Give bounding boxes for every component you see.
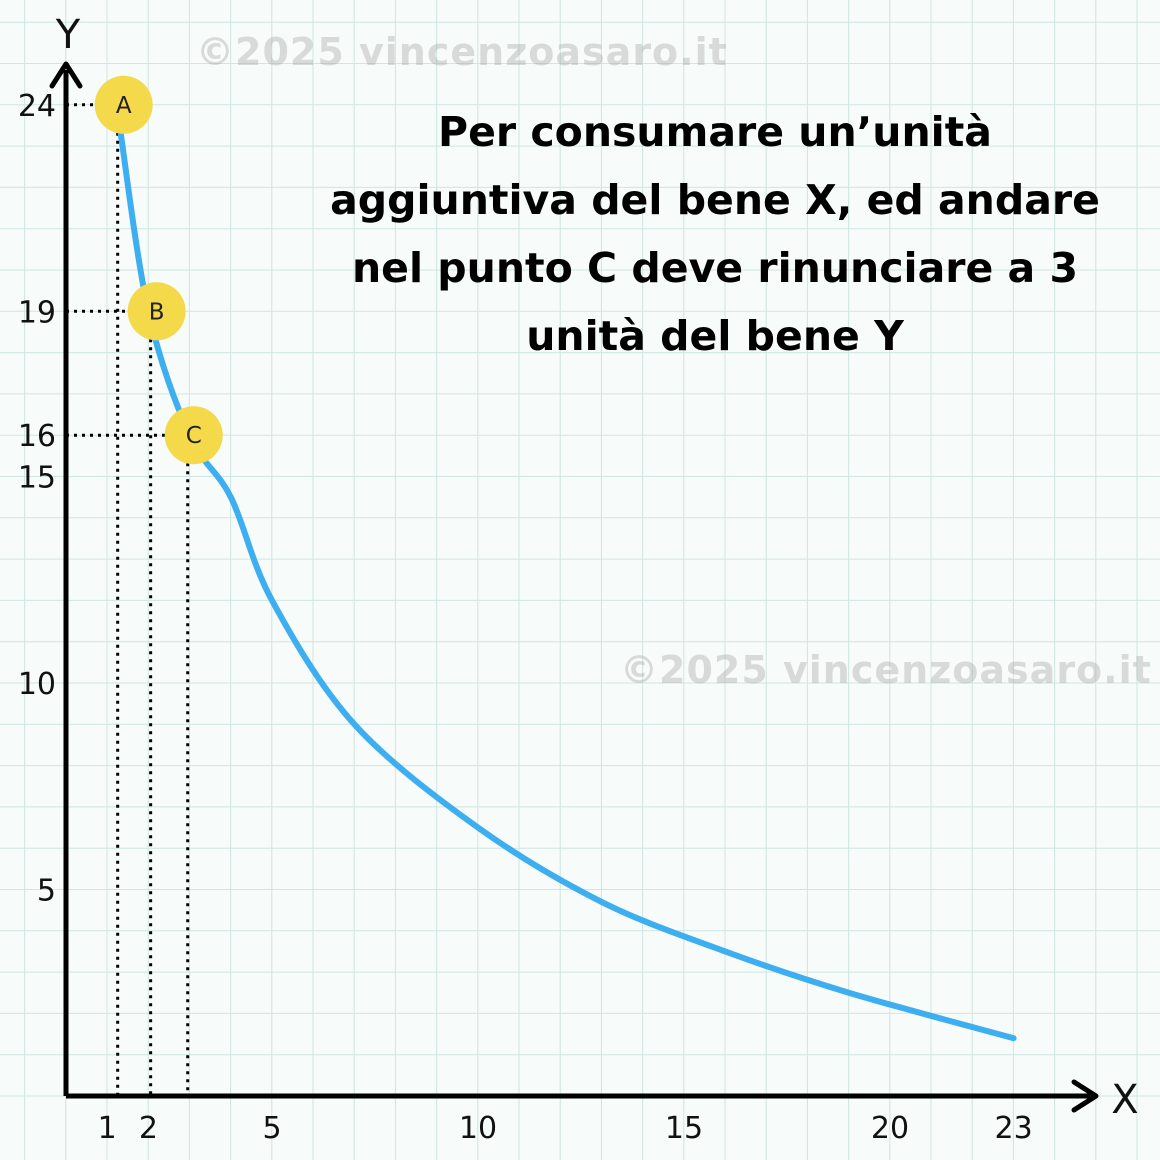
x-tick-label: 10 — [459, 1111, 497, 1146]
y-tick-label: 10 — [18, 667, 56, 702]
y-tick-label: 15 — [18, 461, 56, 496]
x-tick-label: 5 — [262, 1111, 281, 1146]
point-marker-c — [164, 406, 223, 465]
x-tick-label: 23 — [995, 1111, 1033, 1146]
point-marker-a — [94, 75, 153, 134]
y-axis-arrow — [49, 61, 83, 89]
x-axis-label: X — [1111, 1077, 1138, 1123]
x-axis-arrow — [1071, 1079, 1099, 1113]
indifference-curve — [116, 122, 1017, 1042]
point-markers: A B C — [94, 75, 223, 465]
tick-labels: 1 2 5 10 15 20 23 5 10 15 16 19 24 X Y — [18, 12, 1139, 1146]
watermark: ©2025 vincenzoasaro.it — [620, 648, 1152, 692]
watermark: ©2025 vincenzoasaro.it — [196, 30, 728, 74]
x-tick-label: 15 — [665, 1111, 703, 1146]
annotation-line: nel punto C deve rinunciare a 3 — [351, 244, 1079, 292]
x-tick-label: 20 — [871, 1111, 909, 1146]
point-label-b: B — [149, 299, 165, 325]
annotation-line: Per consumare un’unità — [438, 108, 992, 156]
point-label-c: C — [186, 423, 202, 449]
point-label-a: A — [116, 93, 132, 119]
axes — [49, 61, 1099, 1113]
x-tick-label: 1 — [98, 1111, 117, 1146]
y-tick-label: 24 — [18, 89, 56, 124]
y-axis-label: Y — [55, 12, 81, 58]
y-tick-label: 19 — [18, 295, 56, 330]
curve-layer — [116, 122, 1017, 1042]
y-tick-label: 16 — [18, 419, 56, 454]
point-marker-b — [127, 282, 186, 341]
y-tick-label: 5 — [37, 874, 56, 909]
annotation-line: unità del bene Y — [526, 312, 904, 360]
x-tick-label: 2 — [139, 1111, 158, 1146]
chart-annotation: Per consumare un’unità aggiuntiva del be… — [300, 98, 1130, 370]
annotation-line: aggiuntiva del bene X, ed andare — [330, 176, 1100, 224]
